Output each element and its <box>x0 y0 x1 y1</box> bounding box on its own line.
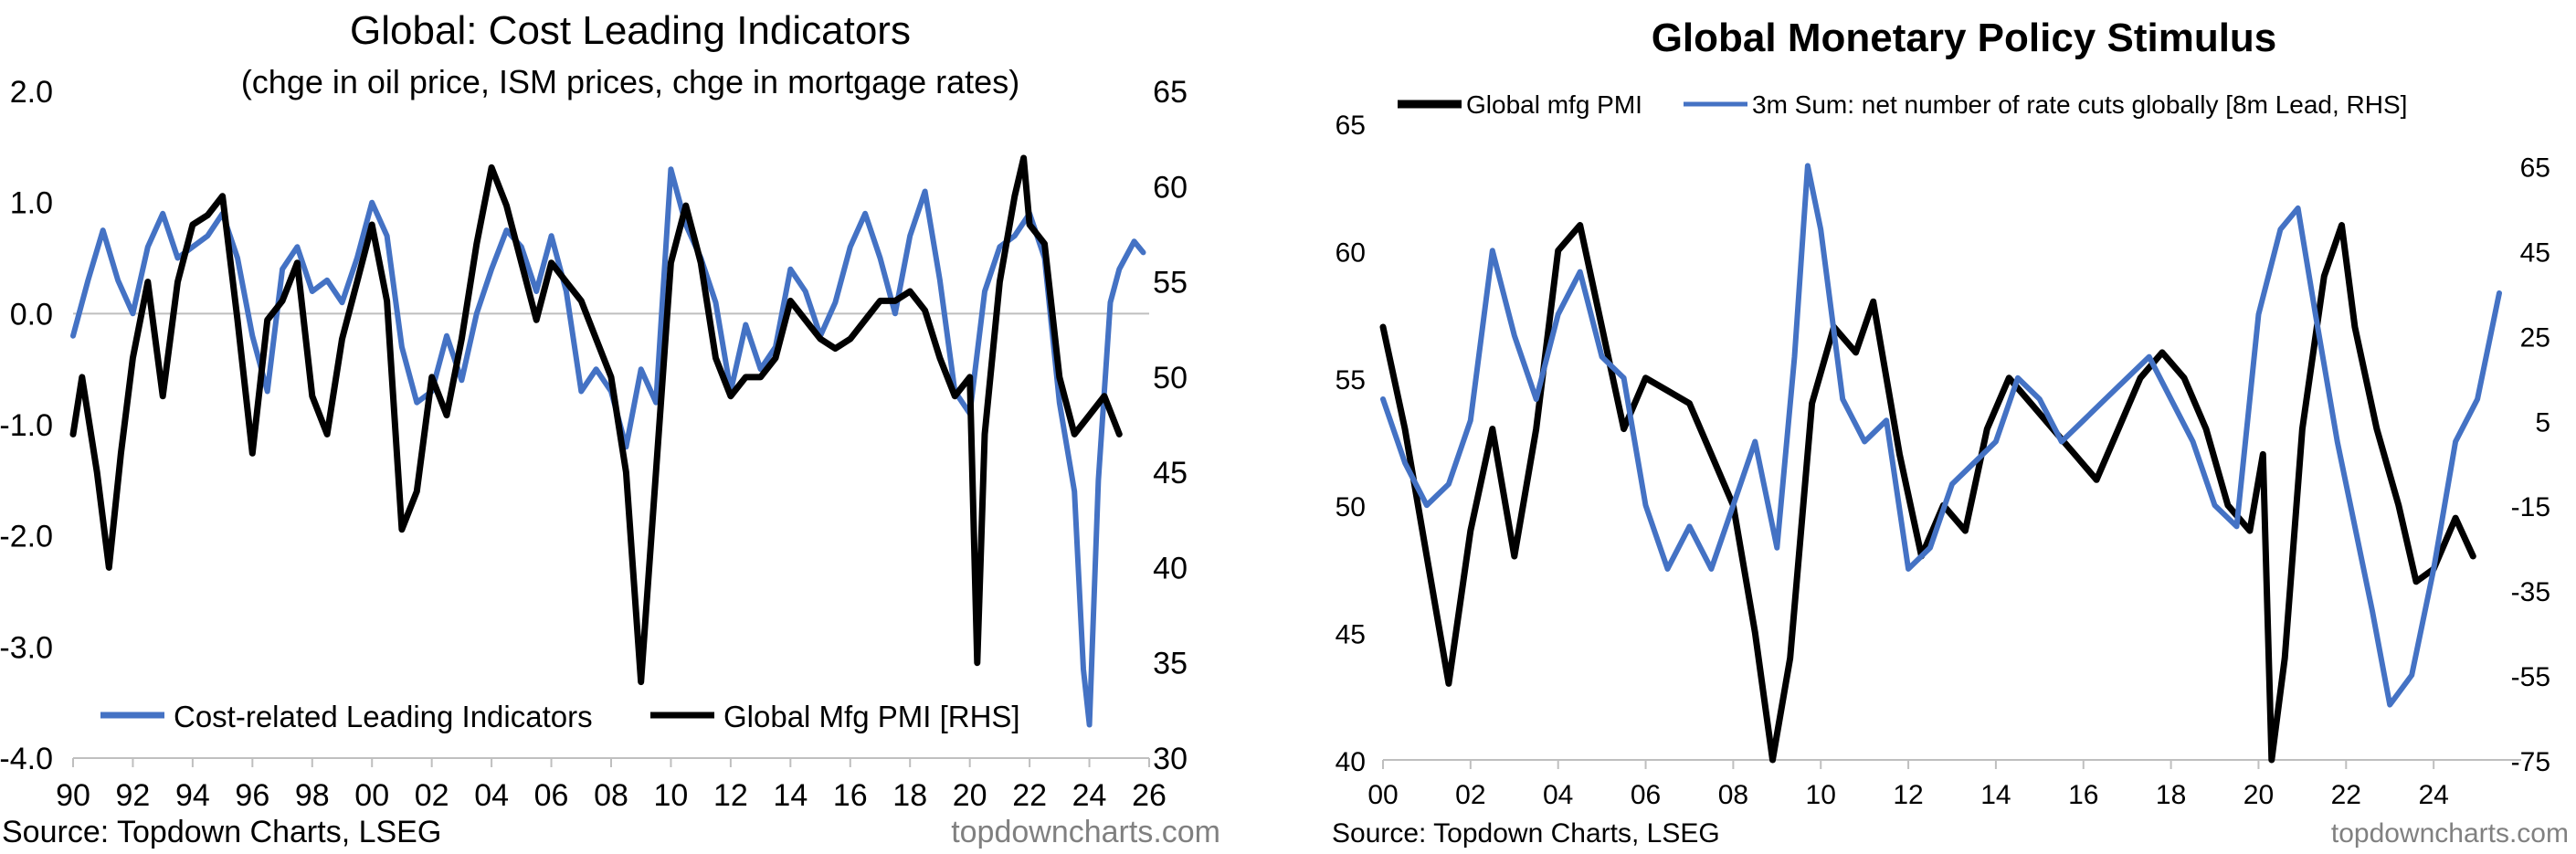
chart1-legend: Cost-related Leading Indicators Global M… <box>100 700 1020 733</box>
chart1-x-tick-label: 04 <box>474 778 509 813</box>
chart2-y-right-tick-label: 25 <box>2520 322 2550 353</box>
chart2-y-right-tick-label: -75 <box>2511 747 2550 777</box>
chart1-axes: 90 92 94 96 98 00 02 04 06 08 10 12 14 16 18 20 22 24 26 2.… <box>0 75 1188 813</box>
chart1-y-left-tick-label: -4.0 <box>0 742 53 776</box>
chart1-legend-label-blue: Cost-related Leading Indicators <box>174 700 593 733</box>
chart1-y-right-tick-label: 30 <box>1153 742 1188 776</box>
chart2-brand: topdowncharts.com <box>2331 818 2569 849</box>
chart2-x-tick-label: 20 <box>2243 780 2274 810</box>
chart2-x-tick-label: 18 <box>2156 780 2186 810</box>
chart2-y-left-tick-label: 65 <box>1336 111 1366 141</box>
chart2-y-left-tick-label: 45 <box>1336 620 1366 650</box>
chart2-x-tick-label: 22 <box>2331 780 2361 810</box>
chart2-x-tick-label: 08 <box>1718 780 1748 810</box>
chart1-title: Global: Cost Leading Indicators <box>350 8 911 53</box>
chart1-y-left-tick-label: -1.0 <box>0 408 53 443</box>
chart1-series-line-black <box>69 154 1123 686</box>
chart2-y-left-tick-label: 60 <box>1336 237 1366 268</box>
chart1-y-left-tick-label: -3.0 <box>0 630 53 665</box>
chart1-subtitle: (chge in oil price, ISM prices, chge in … <box>241 63 1019 100</box>
chart1-x-tick-label: 18 <box>892 778 927 813</box>
chart1-y-left-tick-label: 2.0 <box>10 75 53 110</box>
chart1-x-tick-label: 20 <box>953 778 987 813</box>
chart1-x-tick-label: 00 <box>354 778 389 813</box>
chart1-series <box>69 154 1146 728</box>
chart1-x-tick-label: 02 <box>415 778 449 813</box>
chart1-y-right-tick-label: 45 <box>1153 456 1188 490</box>
chart2-title: Global Monetary Policy Stimulus <box>1652 16 2277 60</box>
chart1-x-tick-label: 90 <box>56 778 90 813</box>
chart2-source: Source: Topdown Charts, LSEG <box>1332 818 1720 849</box>
chart2-y-right-tick-label: -55 <box>2511 662 2550 692</box>
chart1-x-tick-label: 10 <box>654 778 689 813</box>
chart2-x-tick-label: 00 <box>1367 780 1398 810</box>
chart1-y-right-tick-label: 65 <box>1153 75 1188 110</box>
chart2-x-tick-label: 10 <box>1806 780 1836 810</box>
chart1-x-tick-label: 26 <box>1132 778 1167 813</box>
monetary-policy-stimulus-chart: Global Monetary Policy Stimulus Global m… <box>1332 16 2569 849</box>
chart2-legend: Global mfg PMI 3m Sum: net number of rat… <box>1398 90 2407 119</box>
chart1-x-tick-label: 96 <box>235 778 269 813</box>
chart1-x-tick-label: 06 <box>534 778 569 813</box>
chart1-y-left-tick-label: 0.0 <box>10 297 53 332</box>
chart1-brand: topdowncharts.com <box>951 815 1220 849</box>
chart2-axes: 00 02 04 06 08 10 12 14 16 18 20 22 24 65 60 55 50 45 40 65… <box>1336 111 2550 810</box>
chart2-y-left-tick-label: 40 <box>1336 747 1366 777</box>
chart2-x-tick-label: 02 <box>1455 780 1485 810</box>
chart1-x-tick-label: 12 <box>713 778 748 813</box>
chart1-x-tick-label: 98 <box>295 778 330 813</box>
chart1-y-right-tick-label: 60 <box>1153 170 1188 205</box>
chart1-y-left-tick-label: -2.0 <box>0 520 53 554</box>
chart2-legend-label-black: Global mfg PMI <box>1466 90 1642 119</box>
chart1-y-right-tick-label: 50 <box>1153 361 1188 395</box>
chart2-y-left-tick-label: 50 <box>1336 492 1366 522</box>
chart2-y-left-tick-label: 55 <box>1336 365 1366 395</box>
chart2-y-right-tick-label: -35 <box>2511 577 2550 607</box>
chart1-y-right-tick-label: 35 <box>1153 647 1188 681</box>
chart1-legend-label-black: Global Mfg PMI [RHS] <box>723 700 1020 733</box>
chart2-legend-label-blue: 3m Sum: net number of rate cuts globally… <box>1752 90 2407 119</box>
chart2-series-line-black <box>1379 222 2476 764</box>
chart1-y-right-tick-label: 55 <box>1153 266 1188 300</box>
chart1-x-tick-label: 08 <box>594 778 628 813</box>
chart1-y-left-tick-label: 1.0 <box>10 186 53 221</box>
chart2-y-right-tick-label: 65 <box>2520 153 2550 183</box>
chart1-series-line-blue <box>70 166 1146 728</box>
chart1-x-tick-label: 94 <box>175 778 210 813</box>
chart2-x-tick-label: 04 <box>1543 780 1573 810</box>
chart2-x-tick-label: 24 <box>2418 780 2448 810</box>
chart1-x-tick-label: 24 <box>1072 778 1107 813</box>
chart2-x-tick-label: 14 <box>1980 780 2011 810</box>
chart2-y-right-tick-label: 5 <box>2535 407 2550 438</box>
chart1-x-tick-label: 92 <box>116 778 151 813</box>
chart1-x-tick-label: 16 <box>833 778 868 813</box>
chart2-x-tick-label: 16 <box>2068 780 2098 810</box>
chart2-x-tick-label: 12 <box>1893 780 1923 810</box>
chart2-series <box>1379 163 2502 764</box>
chart1-y-right-tick-label: 40 <box>1153 551 1188 585</box>
chart2-y-right-tick-label: -15 <box>2511 492 2550 522</box>
chart1-x-tick-label: 22 <box>1012 778 1047 813</box>
cost-leading-indicators-chart: Global: Cost Leading Indicators (chge in… <box>0 8 1220 849</box>
chart2-x-tick-label: 06 <box>1631 780 1661 810</box>
chart2-series-line-blue <box>1380 163 2502 708</box>
chart1-x-tick-label: 14 <box>773 778 808 813</box>
chart2-y-right-tick-label: 45 <box>2520 237 2550 268</box>
chart1-source: Source: Topdown Charts, LSEG <box>2 815 441 849</box>
